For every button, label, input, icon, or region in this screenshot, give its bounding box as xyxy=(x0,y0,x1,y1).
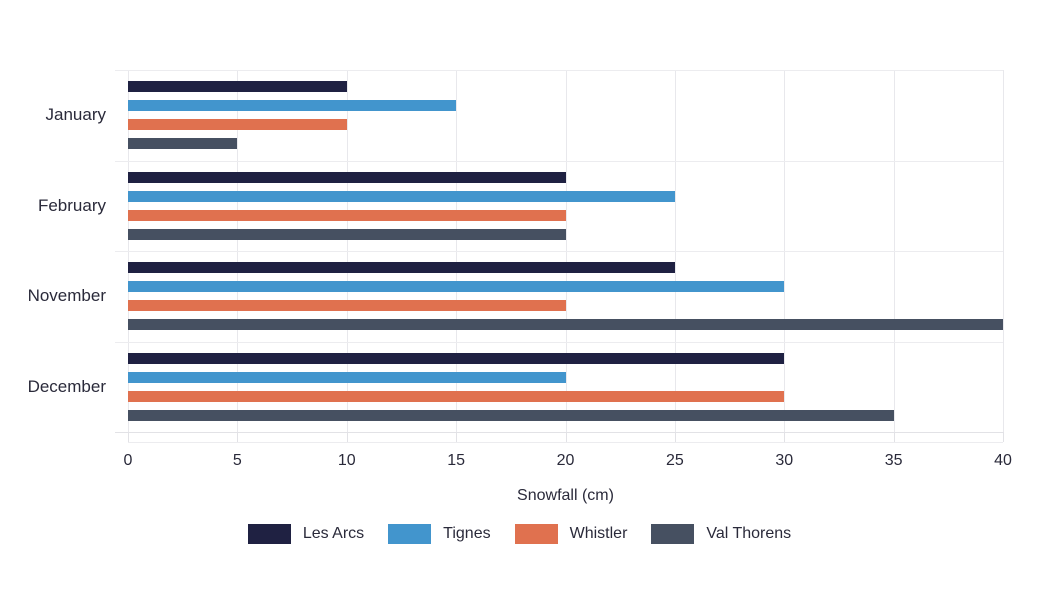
x-axis-tick xyxy=(237,432,239,442)
x-axis-tick-label: 0 xyxy=(123,452,133,469)
legend-swatch xyxy=(514,524,558,544)
bar-group-february: February xyxy=(38,161,1003,252)
x-axis-tick xyxy=(674,432,676,442)
x-axis-tick xyxy=(456,432,458,442)
plot-area: January February November December Snowfall… xyxy=(28,70,1012,504)
legend-item: Whistler xyxy=(514,524,628,544)
x-axis-baseline xyxy=(128,442,1003,443)
vertical-gridline xyxy=(1003,70,1004,432)
legend-label: Val Thorens xyxy=(706,525,792,542)
x-axis-tick xyxy=(346,432,348,442)
x-axis-tick-label: 15 xyxy=(447,452,466,469)
category-label: February xyxy=(37,195,106,215)
x-axis-tick xyxy=(565,432,567,442)
category-label: December xyxy=(27,376,106,396)
legend-label: Whistler xyxy=(569,525,628,542)
bar xyxy=(128,81,347,93)
bar xyxy=(128,409,894,421)
x-axis-title: Snowfall (cm) xyxy=(517,487,614,504)
bar-group-november: November xyxy=(28,251,1003,342)
x-axis-tick-label: 5 xyxy=(232,452,242,469)
legend-label: Tignes xyxy=(443,525,491,542)
bar xyxy=(128,228,566,240)
bar-stack xyxy=(128,251,1003,342)
legend-swatch xyxy=(388,524,432,544)
category-label: November xyxy=(27,286,106,306)
category-label: January xyxy=(45,105,106,125)
bar xyxy=(128,171,566,183)
x-axis-tick xyxy=(893,432,895,442)
x-axis-tick-label: 35 xyxy=(884,452,903,469)
horizontal-gridline xyxy=(115,70,1003,71)
bar-group-january: January xyxy=(46,70,1003,161)
bar xyxy=(128,119,347,131)
legend: Les Arcs Tignes Whistler Val Thorens xyxy=(0,524,1039,544)
horizontal-gridline xyxy=(115,160,1003,162)
x-axis-tick-label: 40 xyxy=(994,452,1012,469)
x-axis-tick xyxy=(128,432,129,442)
x-axis-tick-label: 25 xyxy=(665,452,684,469)
bar xyxy=(128,209,566,221)
x-axis-tick xyxy=(1003,432,1004,442)
x-axis-tick-label: 20 xyxy=(556,452,575,469)
bar xyxy=(128,371,566,383)
legend-item: Tignes xyxy=(388,524,491,544)
bar-groups: January February November December xyxy=(28,70,1003,433)
bar xyxy=(128,100,457,112)
horizontal-gridline xyxy=(115,341,1003,343)
bar xyxy=(128,281,785,293)
bar xyxy=(128,352,785,364)
bar xyxy=(128,190,675,202)
bar xyxy=(128,138,238,150)
x-axis-tick-label: 10 xyxy=(337,452,356,469)
bar-stack xyxy=(128,70,1003,161)
x-axis-tick-label: 30 xyxy=(775,452,794,469)
legend-label: Les Arcs xyxy=(302,525,365,542)
x-axis-overhang xyxy=(115,432,128,433)
legend-item: Val Thorens xyxy=(651,524,791,544)
bar xyxy=(128,319,1003,331)
bar xyxy=(128,390,785,402)
x-axis-tick xyxy=(784,432,786,442)
bar-stack xyxy=(128,342,1003,433)
horizontal-gridline xyxy=(115,251,1003,252)
bar-stack xyxy=(128,161,1003,252)
bar xyxy=(128,262,675,274)
legend-swatch xyxy=(651,524,695,544)
bar xyxy=(128,300,566,312)
legend-swatch xyxy=(247,524,291,544)
bar-group-december: December xyxy=(28,342,1003,433)
legend-item: Les Arcs xyxy=(247,524,365,544)
